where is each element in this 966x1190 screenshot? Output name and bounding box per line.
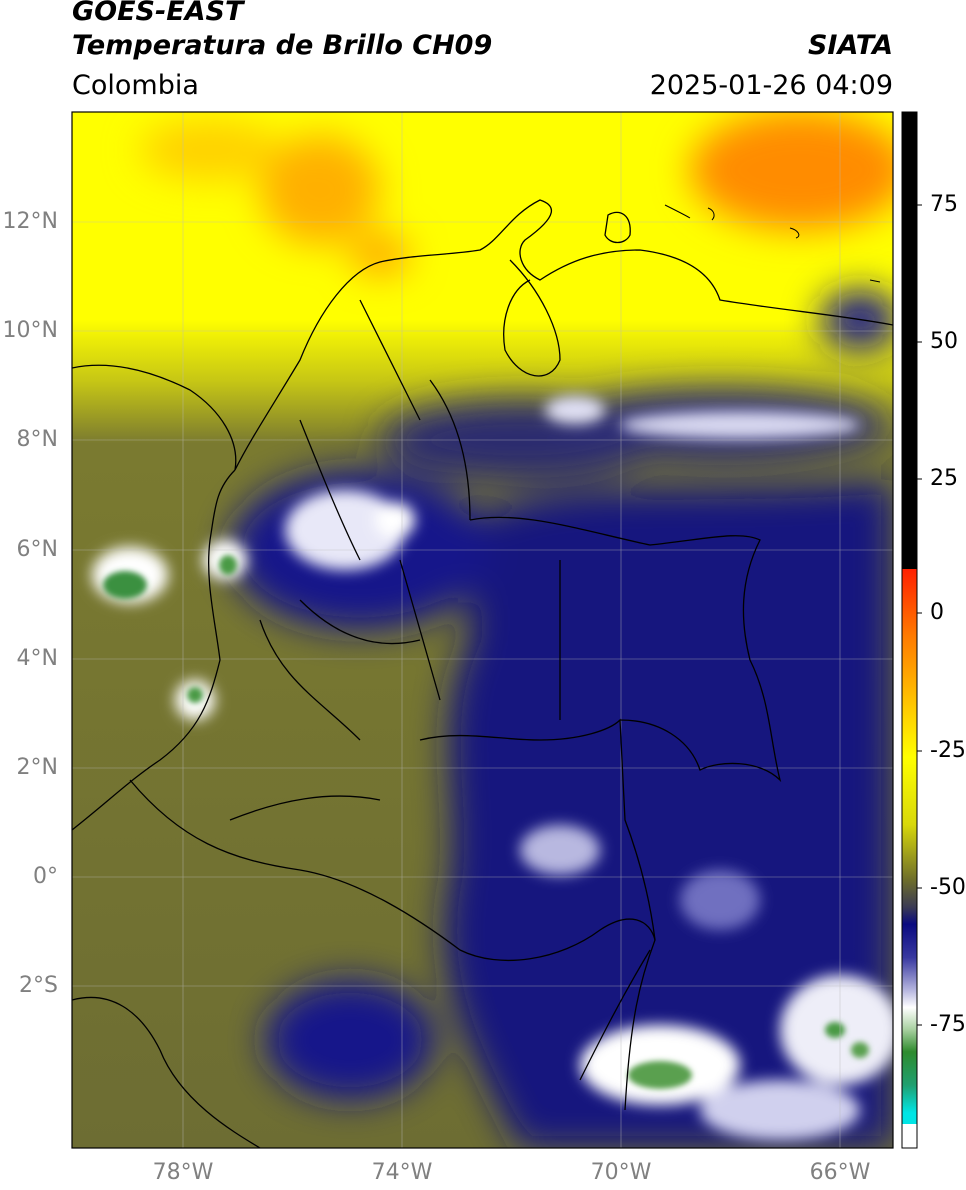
satellite-title: GOES-EAST: [72, 0, 244, 27]
product-title: Temperatura de Brillo CH09: [72, 30, 493, 61]
colorbar-label-25: 25: [930, 466, 958, 491]
lat-label-12n: 12°N: [2, 209, 58, 234]
lon-label-74w: 74°W: [371, 1160, 433, 1185]
lat-label-6n: 6°N: [16, 537, 58, 562]
lon-label-66w: 66°W: [809, 1160, 871, 1185]
colorbar-label-75: 75: [930, 192, 958, 217]
agency-label: SIATA: [807, 30, 893, 61]
colorbar-label-neg75: -75: [930, 1012, 966, 1037]
islands: [664, 204, 881, 283]
lat-label-4n: 4°N: [16, 646, 58, 671]
colorbar-label-0: 0: [930, 600, 944, 625]
lat-label-2n: 2°N: [16, 755, 58, 780]
borders: [72, 199, 893, 1148]
lon-label-70w: 70°W: [590, 1160, 652, 1185]
map-frame: [71, 111, 894, 1149]
lat-label-8n: 8°N: [16, 427, 58, 452]
colorbar-label-neg50: -50: [930, 875, 966, 900]
colorbar-label-50: 50: [930, 329, 958, 354]
lat-label-10n: 10°N: [2, 318, 58, 343]
colorbar-label-neg25: -25: [930, 738, 966, 763]
lat-label-0: 0°: [33, 864, 58, 889]
lat-label-2s: 2°S: [19, 973, 58, 998]
graticule: [72, 112, 893, 1148]
colorbar: [901, 111, 922, 1149]
lon-label-78w: 78°W: [152, 1160, 214, 1185]
datetime-label: 2025-01-26 04:09: [649, 70, 893, 101]
region-label: Colombia: [72, 70, 199, 101]
imagery-layer: [72, 112, 893, 1148]
